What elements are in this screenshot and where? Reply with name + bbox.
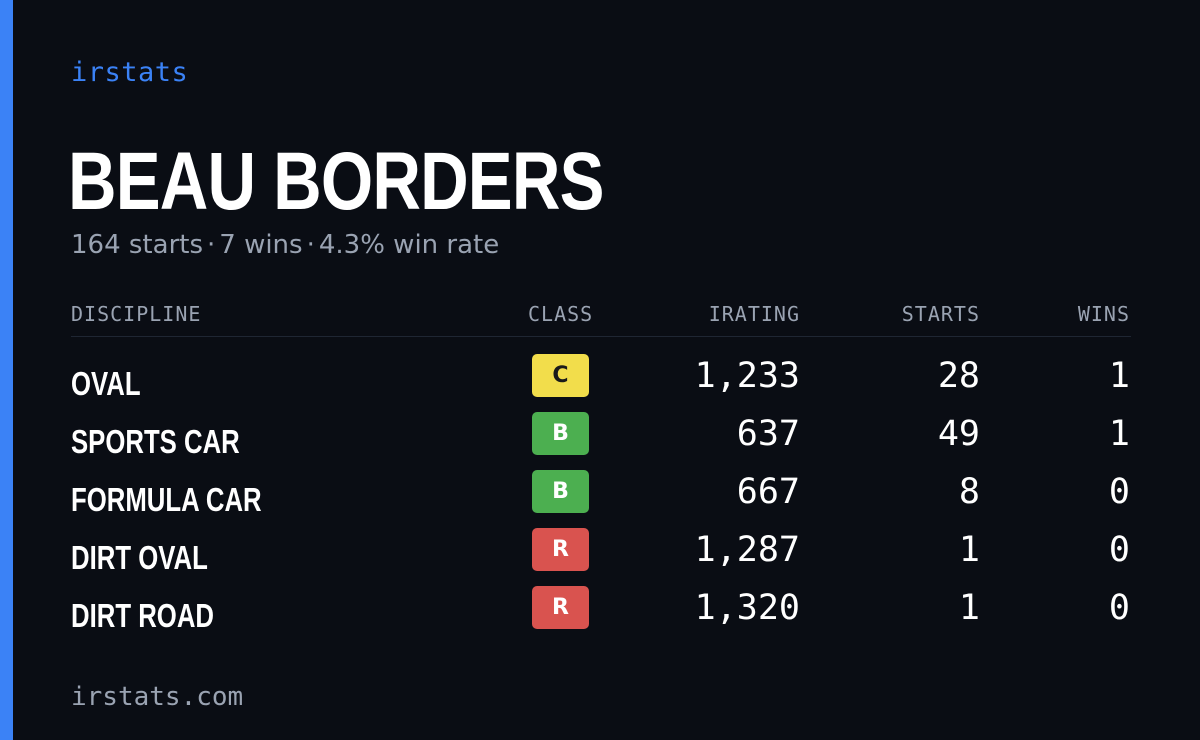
header-wins: WINS <box>1077 302 1130 326</box>
row-discipline: DIRT OVAL <box>71 539 208 576</box>
accent-bar <box>0 0 13 740</box>
row-discipline: OVAL <box>71 365 141 402</box>
brand-logo-text: irstats <box>71 57 189 88</box>
summary-starts: 164 starts <box>71 230 203 260</box>
row-discipline: DIRT ROAD <box>71 597 214 634</box>
summary-wins: 7 wins <box>219 230 303 260</box>
driver-summary: 164 starts · 7 wins · 4.3% win rate <box>71 228 499 262</box>
header-class: CLASS <box>528 302 594 326</box>
row-irating: 1,287 <box>694 530 800 570</box>
row-starts: 49 <box>937 414 980 454</box>
row-irating: 1,320 <box>694 588 800 628</box>
footer-url: irstats.com <box>71 682 244 712</box>
table-header: DISCIPLINE CLASS IRATING STARTS WINS <box>71 300 1131 328</box>
class-badge: R <box>532 528 589 571</box>
row-wins: 1 <box>1108 356 1130 396</box>
row-starts: 1 <box>958 588 980 628</box>
row-irating: 637 <box>736 414 800 454</box>
discipline-table: OVAL C 1,233 28 1 SPORTS CAR B 637 49 1 … <box>71 350 1131 640</box>
header-irating: IRATING <box>708 302 800 326</box>
summary-win-rate: 4.3% win rate <box>318 230 500 260</box>
row-starts: 1 <box>958 530 980 570</box>
row-wins: 0 <box>1108 530 1130 570</box>
summary-separator: · <box>207 230 216 260</box>
row-irating: 1,233 <box>694 356 800 396</box>
row-irating: 667 <box>736 472 800 512</box>
class-badge: B <box>532 412 589 455</box>
summary-separator: · <box>306 230 315 260</box>
row-wins: 0 <box>1108 588 1130 628</box>
header-discipline: DISCIPLINE <box>71 302 202 326</box>
class-badge: B <box>532 470 589 513</box>
driver-name: BEAU BORDERS <box>68 136 604 227</box>
table-row: FORMULA CAR B 667 8 0 <box>71 466 1131 524</box>
table-row: SPORTS CAR B 637 49 1 <box>71 408 1131 466</box>
row-wins: 0 <box>1108 472 1130 512</box>
header-divider <box>71 336 1131 337</box>
row-discipline: FORMULA CAR <box>71 481 262 518</box>
class-badge: C <box>532 354 589 397</box>
table-row: OVAL C 1,233 28 1 <box>71 350 1131 408</box>
row-wins: 1 <box>1108 414 1130 454</box>
header-starts: STARTS <box>901 302 980 326</box>
table-row: DIRT ROAD R 1,320 1 0 <box>71 582 1131 640</box>
class-badge: R <box>532 586 589 629</box>
row-discipline: SPORTS CAR <box>71 423 240 460</box>
table-row: DIRT OVAL R 1,287 1 0 <box>71 524 1131 582</box>
row-starts: 8 <box>958 472 980 512</box>
row-starts: 28 <box>937 356 980 396</box>
